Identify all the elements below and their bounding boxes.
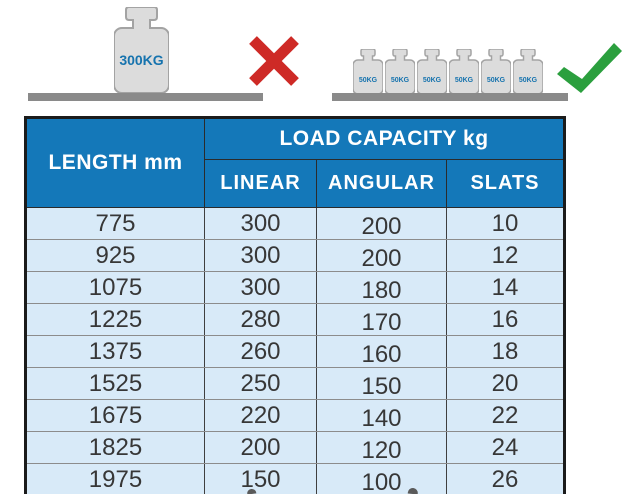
slats-cell: 18 (446, 335, 565, 368)
angular-cell: 180 (316, 271, 447, 304)
table-header: LENGTH mm LOAD CAPACITY kg LINEAR ANGULA… (25, 117, 565, 208)
linear-cell: 150 (204, 463, 317, 494)
table-row: 1375 260 160 18 (25, 335, 565, 368)
length-cell: 775 (25, 207, 205, 240)
shelf-bar (28, 93, 263, 101)
angular-cell: 120 (316, 431, 447, 464)
length-cell: 925 (25, 239, 205, 272)
slats-cell: 14 (446, 271, 565, 304)
slats-cell: 22 (446, 399, 565, 432)
weight-label: 50KG (519, 77, 538, 84)
table-row: 1525 250 150 20 (25, 367, 565, 400)
slats-cell: 26 (446, 463, 565, 494)
angular-cell: 200 (316, 207, 447, 240)
table-row: 1675 220 140 22 (25, 399, 565, 432)
length-cell: 1525 (25, 367, 205, 400)
load-capacity-table: LENGTH mm LOAD CAPACITY kg LINEAR ANGULA… (24, 116, 566, 494)
small-weights-row: 50KG 50KG 50KG 50KG 50KG 50KG (353, 49, 543, 94)
length-cell: 1375 (25, 335, 205, 368)
col-header-angular: ANGULAR (316, 159, 447, 208)
weight-label: 50KG (423, 77, 442, 84)
weight-body (449, 49, 479, 94)
angular-cell: 100 (316, 463, 447, 494)
length-cell: 1975 (25, 463, 205, 494)
slats-cell: 24 (446, 431, 565, 464)
weight-body (481, 49, 511, 94)
slats-cell: 10 (446, 207, 565, 240)
col-header-linear: LINEAR (204, 159, 317, 208)
linear-cell: 300 (204, 271, 317, 304)
length-cell: 1825 (25, 431, 205, 464)
angular-cell: 170 (316, 303, 447, 336)
table-row: 775 300 200 10 (25, 207, 565, 240)
col-header-slats: SLATS (446, 159, 565, 208)
x-mark-icon (249, 36, 299, 86)
weight-body (114, 7, 169, 93)
weight-body (513, 49, 543, 94)
linear-cell: 300 (204, 207, 317, 240)
weight-50kg: 50KG (417, 49, 447, 94)
table-row: 1075 300 180 14 (25, 271, 565, 304)
capacity-table-body: 775 300 200 10 925 300 200 12 1075 300 180 14 1225 28… (25, 207, 565, 494)
weight-body (353, 49, 383, 94)
col-header-load-capacity: LOAD CAPACITY kg (204, 117, 565, 160)
weight-50kg: 50KG (481, 49, 511, 94)
angular-cell: 140 (316, 399, 447, 432)
linear-cell: 300 (204, 239, 317, 272)
slats-cell: 16 (446, 303, 565, 336)
slats-cell: 12 (446, 239, 565, 272)
weight-label: 50KG (359, 77, 378, 84)
col-header-length: LENGTH mm (25, 117, 205, 208)
check-mark-icon (557, 43, 622, 93)
weight-300kg: 300KG (114, 7, 169, 93)
weight-label: 50KG (455, 77, 474, 84)
weight-50kg: 50KG (385, 49, 415, 94)
weight-50kg: 50KG (513, 49, 543, 94)
linear-cell: 250 (204, 367, 317, 400)
weight-label: 50KG (487, 77, 506, 84)
linear-cell: 260 (204, 335, 317, 368)
weight-body (385, 49, 415, 94)
linear-cell: 200 (204, 431, 317, 464)
weight-label: 50KG (391, 77, 410, 84)
cropped-glyph-fragment (246, 488, 257, 494)
weight-50kg: 50KG (353, 49, 383, 94)
table-row: 1975 150 100 26 (25, 463, 565, 494)
angular-cell: 150 (316, 367, 447, 400)
table-row: 1825 200 120 24 (25, 431, 565, 464)
table-row: 1225 280 170 16 (25, 303, 565, 336)
table-row: 925 300 200 12 (25, 239, 565, 272)
weight-50kg: 50KG (449, 49, 479, 94)
length-cell: 1675 (25, 399, 205, 432)
angular-cell: 160 (316, 335, 447, 368)
linear-cell: 220 (204, 399, 317, 432)
slats-cell: 20 (446, 367, 565, 400)
linear-cell: 280 (204, 303, 317, 336)
length-cell: 1075 (25, 271, 205, 304)
shelf-bar (332, 93, 568, 101)
weight-label: 300KG (119, 52, 163, 68)
angular-cell: 200 (316, 239, 447, 272)
length-cell: 1225 (25, 303, 205, 336)
weight-body (417, 49, 447, 94)
